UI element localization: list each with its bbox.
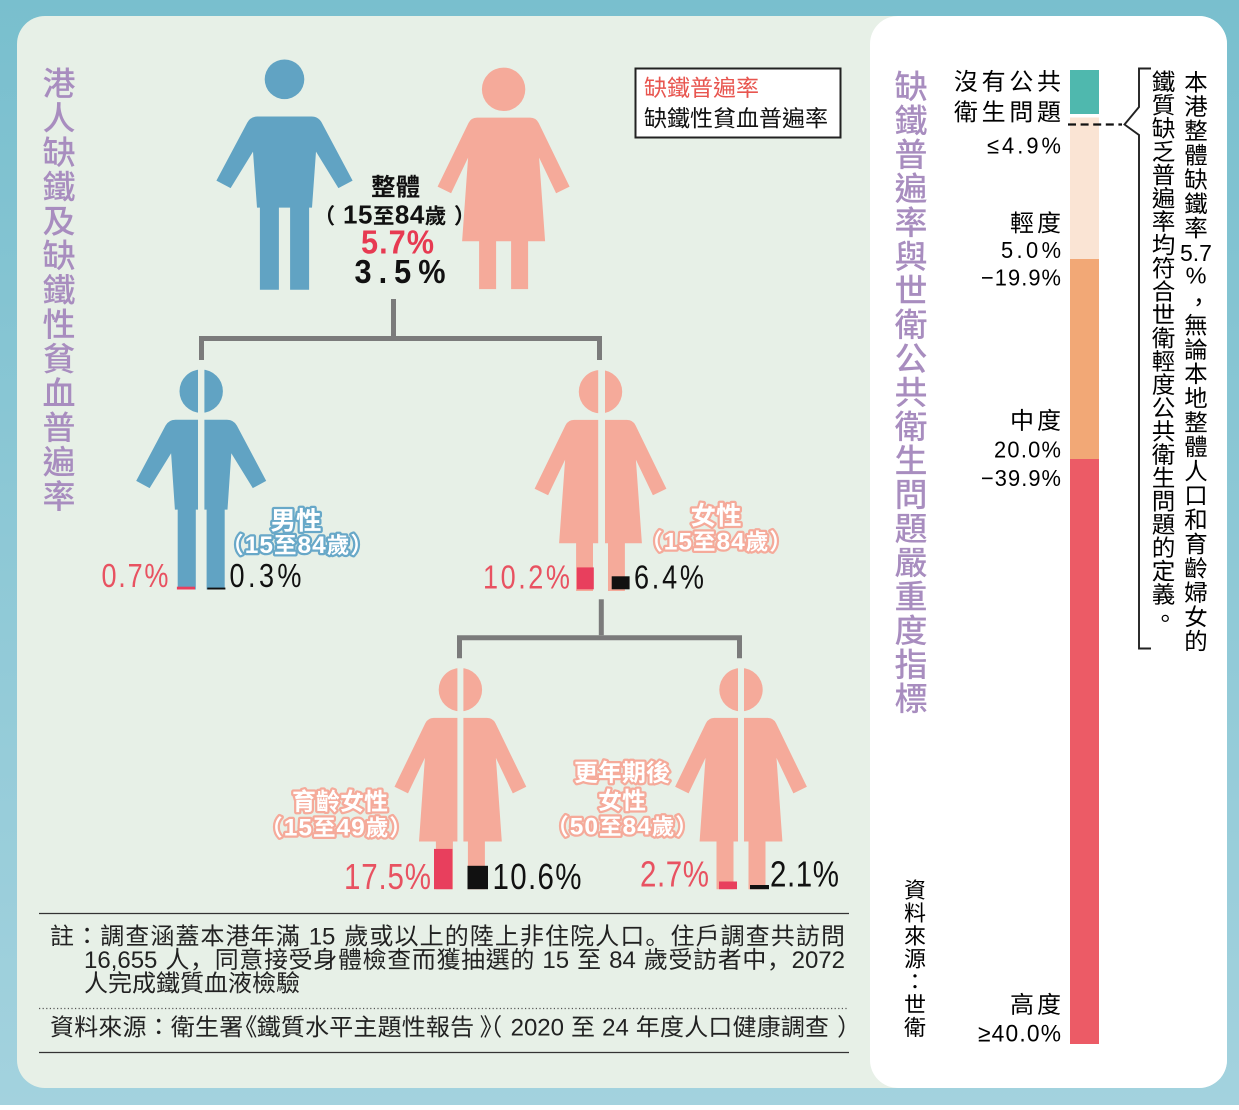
svg-text:6.4%: 6.4%: [634, 560, 707, 596]
svg-text:15: 15: [284, 815, 313, 842]
svg-text:≤4.9%: ≤4.9%: [987, 133, 1064, 159]
svg-text:10.6%: 10.6%: [493, 856, 583, 896]
svg-text:%: %: [1186, 263, 1207, 289]
svg-text:0.3%: 0.3%: [230, 559, 305, 595]
svg-text:2.1%: 2.1%: [770, 854, 840, 894]
svg-text:84: 84: [717, 529, 746, 556]
svg-text:−39.9%: −39.9%: [981, 465, 1062, 491]
svg-text:17.5%: 17.5%: [344, 856, 432, 896]
svg-text:5.7%: 5.7%: [361, 223, 435, 260]
svg-text:5.0%: 5.0%: [1001, 237, 1064, 263]
svg-text:2020: 2020: [511, 1015, 564, 1042]
svg-text:84: 84: [298, 532, 327, 559]
svg-text:84: 84: [623, 814, 652, 841]
svg-text:84: 84: [609, 947, 636, 974]
svg-text:2072: 2072: [792, 947, 845, 974]
svg-text:≥40.0%: ≥40.0%: [978, 1020, 1062, 1047]
svg-text:2.7%: 2.7%: [640, 854, 710, 894]
svg-text:0.7%: 0.7%: [102, 559, 171, 595]
svg-text:24: 24: [602, 1015, 629, 1042]
svg-text:10.2%: 10.2%: [483, 560, 573, 596]
svg-text:15: 15: [309, 924, 336, 951]
svg-text:5.7: 5.7: [1180, 240, 1212, 266]
svg-text:16,655: 16,655: [84, 947, 157, 974]
svg-text:15: 15: [245, 532, 274, 559]
svg-text:20.0%: 20.0%: [994, 437, 1062, 463]
svg-text:49: 49: [337, 815, 366, 842]
svg-text:50: 50: [570, 814, 599, 841]
svg-text:15: 15: [343, 200, 373, 230]
svg-text:15: 15: [542, 947, 569, 974]
svg-text:−19.9%: −19.9%: [981, 265, 1062, 291]
svg-text:15: 15: [664, 529, 693, 556]
svg-text:3.5%: 3.5%: [355, 253, 453, 290]
svg-text:84: 84: [395, 200, 425, 230]
